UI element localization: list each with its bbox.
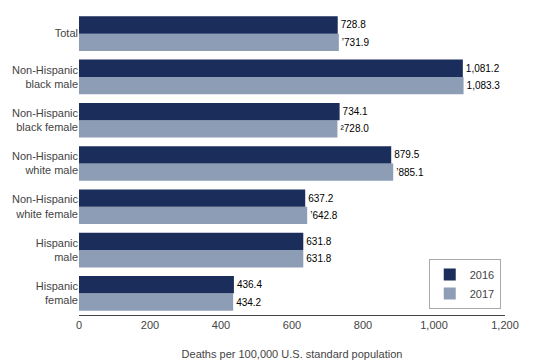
- svg-text:Non-Hispanicwhite female: Non-Hispanicwhite female: [12, 193, 79, 219]
- svg-text:728.8: 728.8: [341, 19, 366, 30]
- svg-text:879.5: 879.5: [394, 149, 419, 160]
- svg-text:Non-Hispanicwhite male: Non-Hispanicwhite male: [12, 150, 79, 176]
- svg-text:’642.8: ’642.8: [310, 210, 338, 221]
- svg-text:1,081.2: 1,081.2: [466, 63, 500, 74]
- svg-text:600: 600: [283, 319, 301, 331]
- svg-text:Non-Hispanicblack female: Non-Hispanicblack female: [12, 107, 79, 133]
- svg-text:’731.9: ’731.9: [342, 37, 370, 48]
- svg-text:Hispanicfemale: Hispanicfemale: [36, 280, 79, 306]
- svg-text:637.2: 637.2: [308, 193, 333, 204]
- svg-text:Non-Hispanicblack male: Non-Hispanicblack male: [12, 64, 79, 90]
- svg-text:631.8: 631.8: [306, 253, 331, 264]
- svg-text:800: 800: [354, 319, 372, 331]
- svg-text:’885.1: ’885.1: [396, 167, 424, 178]
- svg-text:0: 0: [76, 319, 82, 331]
- svg-text:1,083.3: 1,083.3: [467, 80, 501, 91]
- svg-text:Hispanicmale: Hispanicmale: [36, 237, 79, 263]
- svg-text:434.2: 434.2: [236, 297, 261, 308]
- svg-text:436.4: 436.4: [237, 279, 262, 290]
- svg-text:1,000: 1,000: [420, 319, 448, 331]
- svg-text:2017: 2017: [470, 288, 494, 300]
- svg-text:400: 400: [212, 319, 230, 331]
- svg-text:200: 200: [141, 319, 159, 331]
- svg-text:²728.0: ²728.0: [340, 123, 369, 134]
- svg-text:1,200: 1,200: [491, 319, 519, 331]
- svg-text:734.1: 734.1: [343, 106, 368, 117]
- svg-text:631.8: 631.8: [306, 236, 331, 247]
- svg-text:2016: 2016: [470, 269, 494, 281]
- svg-text:Deaths per 100,000 U.S. standa: Deaths per 100,000 U.S. standard populat…: [182, 348, 403, 360]
- svg-text:Total: Total: [55, 27, 78, 39]
